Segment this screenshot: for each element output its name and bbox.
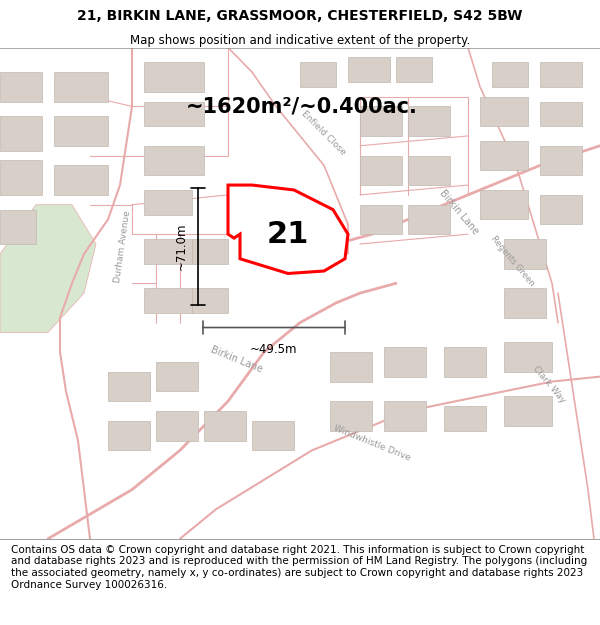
Text: Contains OS data © Crown copyright and database right 2021. This information is : Contains OS data © Crown copyright and d… [11,545,587,589]
Polygon shape [480,190,528,219]
Polygon shape [0,205,96,332]
Polygon shape [144,190,192,214]
Polygon shape [144,101,204,126]
Polygon shape [330,401,372,431]
Polygon shape [396,58,432,82]
Polygon shape [408,205,450,234]
Text: Birkin Lane: Birkin Lane [437,188,481,236]
Polygon shape [540,146,582,175]
Polygon shape [54,116,108,146]
Polygon shape [348,58,390,82]
Polygon shape [384,347,426,377]
Polygon shape [144,146,204,175]
Polygon shape [300,62,336,87]
Polygon shape [144,62,204,92]
Polygon shape [0,209,36,244]
Polygon shape [330,352,372,381]
Polygon shape [480,97,528,126]
Text: 21, BIRKIN LANE, GRASSMOOR, CHESTERFIELD, S42 5BW: 21, BIRKIN LANE, GRASSMOOR, CHESTERFIELD… [77,9,523,24]
Text: Birkin Lane: Birkin Lane [209,344,265,374]
Polygon shape [156,362,198,391]
Text: ~71.0m: ~71.0m [175,222,188,270]
Polygon shape [504,239,546,269]
Polygon shape [228,185,348,274]
Polygon shape [192,288,228,312]
Text: Clark Way: Clark Way [531,364,567,404]
Polygon shape [360,156,402,185]
Polygon shape [204,411,246,441]
Polygon shape [540,101,582,126]
Polygon shape [144,288,192,312]
Polygon shape [54,166,108,195]
Polygon shape [0,161,42,195]
Polygon shape [360,106,402,136]
Polygon shape [444,406,486,431]
Text: Windwhistle Drive: Windwhistle Drive [332,423,412,462]
Polygon shape [156,411,198,441]
Polygon shape [384,401,426,431]
Polygon shape [408,106,450,136]
Polygon shape [54,72,108,101]
Polygon shape [144,239,192,264]
Text: Enfield Close: Enfield Close [300,109,348,158]
Polygon shape [444,347,486,377]
Polygon shape [504,288,546,318]
Polygon shape [108,372,150,401]
Polygon shape [360,205,402,234]
Text: ~49.5m: ~49.5m [250,343,298,356]
Polygon shape [504,342,552,372]
Polygon shape [108,421,150,451]
Polygon shape [252,421,294,451]
Text: ~1620m²/~0.400ac.: ~1620m²/~0.400ac. [186,96,418,116]
Polygon shape [192,239,228,264]
Polygon shape [0,116,42,151]
Text: Map shows position and indicative extent of the property.: Map shows position and indicative extent… [130,34,470,48]
Polygon shape [408,156,450,185]
Text: Regents Green: Regents Green [490,234,536,288]
Text: 21: 21 [267,219,309,249]
Polygon shape [492,62,528,87]
Text: Durham Avenue: Durham Avenue [113,210,133,283]
Polygon shape [480,141,528,170]
Polygon shape [0,72,42,101]
Polygon shape [540,62,582,87]
Polygon shape [540,195,582,224]
Polygon shape [504,396,552,426]
